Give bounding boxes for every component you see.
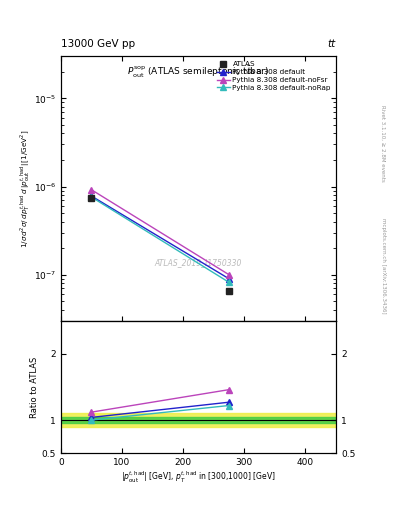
Line: Pythia 8.308 default-noFsr: Pythia 8.308 default-noFsr [89,187,232,278]
X-axis label: $|p^{t,\mathrm{had}}_{\mathrm{out}}|$ [GeV], $p_T^{t,\mathrm{had}}$ in [300,1000: $|p^{t,\mathrm{had}}_{\mathrm{out}}|$ [G… [121,470,276,485]
Y-axis label: $1/\sigma\,d^2\sigma/\,dp_T^{t,\mathrm{had}}\,d\,|p^{t,\mathrm{had}}_{\mathrm{ou: $1/\sigma\,d^2\sigma/\,dp_T^{t,\mathrm{h… [19,130,32,248]
Bar [61,414,336,426]
Pythia 8.308 default-noFsr [227,272,231,278]
Pythia 8.308 default-noFsr [89,187,94,193]
Bar [61,417,336,423]
Text: Rivet 3.1.10, ≥ 2.8M events: Rivet 3.1.10, ≥ 2.8M events [381,105,386,182]
Pythia 8.308 default-noRap [89,194,94,200]
Legend: ATLAS, Pythia 8.308 default, Pythia 8.308 default-noFsr, Pythia 8.308 default-no: ATLAS, Pythia 8.308 default, Pythia 8.30… [215,60,332,93]
Pythia 8.308 default [227,275,231,282]
Line: ATLAS: ATLAS [89,195,232,294]
Text: mcplots.cern.ch [arXiv:1306.3436]: mcplots.cern.ch [arXiv:1306.3436] [381,219,386,314]
Line: Pythia 8.308 default-noRap: Pythia 8.308 default-noRap [89,194,232,285]
Text: 13000 GeV pp: 13000 GeV pp [61,38,135,49]
Text: ATLAS_2019_I1750330: ATLAS_2019_I1750330 [155,258,242,267]
Text: tt: tt [328,38,336,49]
Pythia 8.308 default [89,193,94,199]
Line: Pythia 8.308 default: Pythia 8.308 default [89,194,232,282]
Y-axis label: Ratio to ATLAS: Ratio to ATLAS [30,356,39,418]
ATLAS [89,195,94,201]
Pythia 8.308 default-noRap [227,279,231,285]
ATLAS [227,288,231,294]
Text: $P^{\mathrm{sop}}_{\mathrm{out}}$ (ATLAS semileptonic t$\bar{t}$bar): $P^{\mathrm{sop}}_{\mathrm{out}}$ (ATLAS… [127,65,270,80]
